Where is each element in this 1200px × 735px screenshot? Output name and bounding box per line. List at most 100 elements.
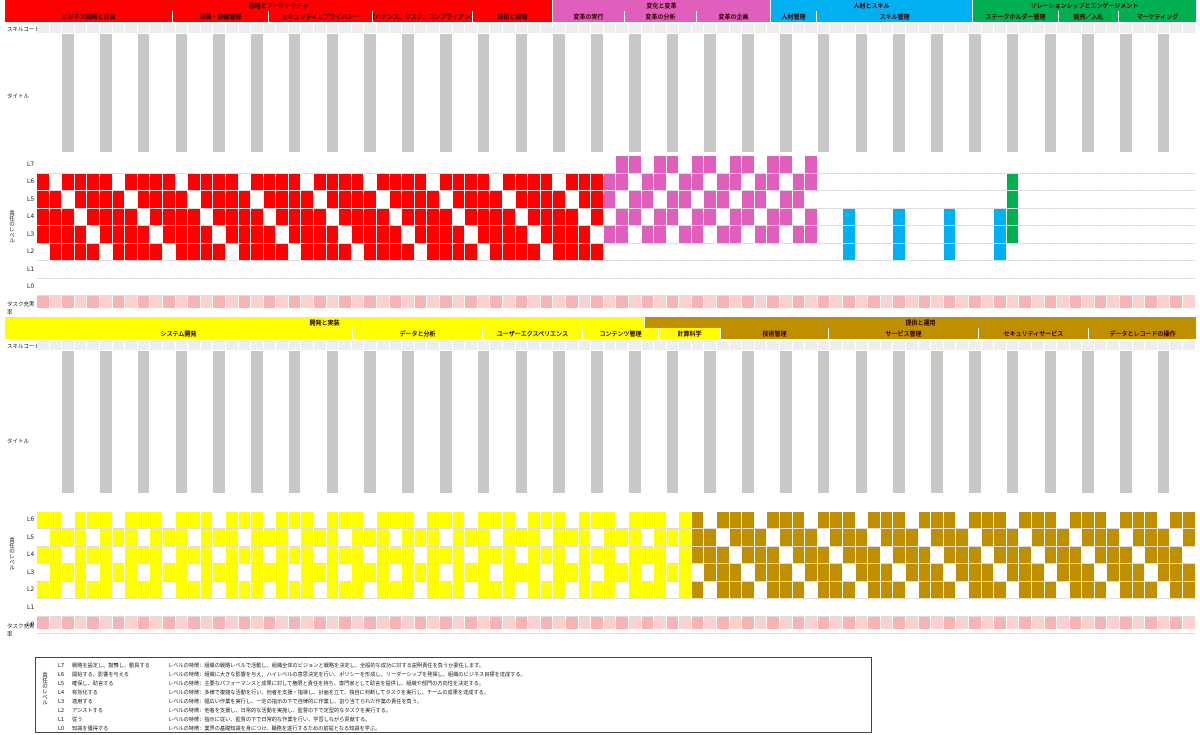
level-cell (427, 173, 440, 191)
skill-title-cell (679, 34, 692, 152)
level-cell (1069, 278, 1083, 296)
level-cell (956, 226, 969, 244)
skill-title-cell (37, 351, 50, 493)
skill-title-cell (968, 351, 982, 493)
level-cell (754, 529, 768, 547)
skill-code-cell (1107, 24, 1121, 33)
level-cell (943, 173, 957, 191)
skill-title-cell (490, 351, 503, 493)
skill-title-cell (465, 34, 478, 152)
level-cell (427, 243, 440, 261)
level-cell (1170, 191, 1184, 209)
level-cell (1145, 191, 1158, 209)
level-cell (99, 511, 113, 529)
level-cell (729, 599, 743, 617)
band-1: 変化と変革 (553, 0, 771, 11)
level-cell (855, 156, 869, 174)
task-cell (1170, 617, 1184, 629)
level-cell (377, 156, 390, 174)
level-cell (74, 243, 88, 261)
skill-title-cell (364, 351, 378, 493)
task-cell (905, 296, 919, 308)
level-cell (981, 208, 995, 226)
level-cell (188, 581, 201, 599)
level-cell (1006, 173, 1020, 191)
skill-code-cell (112, 24, 126, 33)
level-cell (162, 208, 176, 226)
level-cell (893, 564, 906, 582)
level-cell (452, 599, 466, 617)
level-cell (792, 599, 806, 617)
task-cell (351, 296, 365, 308)
level-cell (729, 208, 743, 226)
level-cell (112, 156, 126, 174)
level-cell (288, 226, 302, 244)
level-cell (1170, 226, 1184, 244)
band-11: 販売／入札 (1059, 11, 1119, 22)
level-cell (691, 511, 705, 529)
level-cell (1107, 208, 1121, 226)
level-cell (943, 278, 957, 296)
level-cell (288, 243, 302, 261)
level-cell (1183, 511, 1196, 529)
level-cell (553, 581, 566, 599)
level-cell (276, 173, 289, 191)
skill-title-cell (276, 351, 289, 493)
level-cell (754, 278, 768, 296)
level-cell (74, 511, 88, 529)
skill-code-cell (87, 24, 100, 33)
level-cell (351, 546, 365, 564)
level-cell (1145, 278, 1158, 296)
skill-code-cell (805, 24, 818, 33)
level-cell (1057, 546, 1070, 564)
level-cell (213, 581, 226, 599)
level-cell (1157, 599, 1171, 617)
level-cell (905, 173, 919, 191)
skill-code-cell (225, 24, 239, 33)
skill-code-cell (351, 24, 365, 33)
level-cell (339, 208, 352, 226)
level-cell (465, 226, 478, 244)
skill-code-cell (1069, 24, 1083, 33)
level-cell (591, 173, 604, 191)
level-cell (1082, 581, 1095, 599)
level-cell (1157, 511, 1171, 529)
level-cell (175, 564, 189, 582)
level-cell (465, 208, 478, 226)
level-cell (905, 529, 919, 547)
level-cell (729, 511, 743, 529)
level-cell (918, 226, 932, 244)
level-cell (162, 278, 176, 296)
level-cell (440, 278, 453, 296)
skill-title-cell (742, 34, 755, 152)
task-cell (49, 617, 63, 629)
level-cell (968, 581, 982, 599)
level-cell (578, 278, 592, 296)
level-cell (868, 208, 881, 226)
level-cell (578, 156, 592, 174)
level-cell (1183, 546, 1196, 564)
task-cell (1031, 617, 1045, 629)
level-cell (427, 261, 440, 279)
level-cell (1183, 156, 1196, 174)
level-cell (1019, 581, 1032, 599)
level-row (37, 208, 1196, 226)
level-cell (213, 599, 226, 617)
level-cell (162, 191, 176, 209)
task-cell (578, 617, 592, 629)
task-cell (213, 296, 226, 308)
level-cell (691, 261, 705, 279)
level-cell (427, 511, 440, 529)
skill-title-cell (201, 34, 214, 152)
task-cell (843, 296, 856, 308)
level-cell (1183, 173, 1196, 191)
skill-code-cell (553, 24, 566, 33)
level-cell (641, 511, 655, 529)
level-cell (1094, 529, 1108, 547)
level-cell (87, 529, 100, 547)
level-cell (301, 173, 315, 191)
level-cell (754, 208, 768, 226)
level-cell (1031, 191, 1045, 209)
level-cell (918, 243, 932, 261)
level-cell (628, 529, 642, 547)
